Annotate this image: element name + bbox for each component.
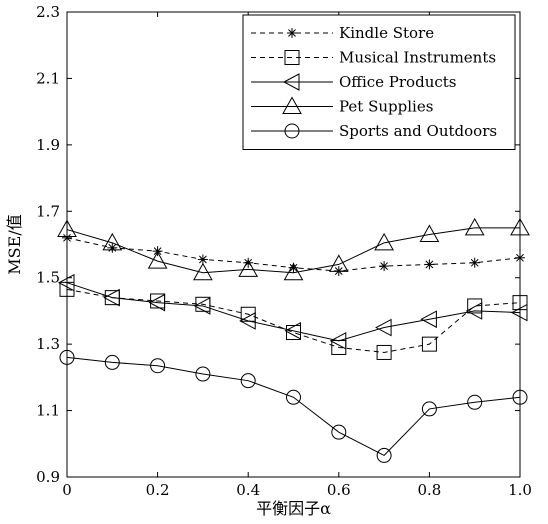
y-tick-label: 2.1 xyxy=(36,69,60,87)
data-point xyxy=(329,331,347,350)
legend-marker xyxy=(287,28,297,38)
data-point xyxy=(379,261,390,272)
data-point xyxy=(238,259,259,277)
y-tick-label: 1.9 xyxy=(36,136,60,154)
data-point xyxy=(103,288,120,307)
data-point xyxy=(328,254,349,272)
legend-entry: Musical Instruments xyxy=(251,49,496,67)
data-point xyxy=(512,389,528,405)
data-point xyxy=(239,312,256,330)
data-point xyxy=(193,262,213,281)
data-point xyxy=(375,318,392,337)
data-point xyxy=(150,358,166,374)
data-point xyxy=(57,273,75,292)
data-point xyxy=(467,394,483,410)
x-tick-label: 0.4 xyxy=(236,481,260,499)
data-point xyxy=(420,310,437,329)
y-tick-label: 1.1 xyxy=(36,402,60,420)
data-point xyxy=(240,373,256,389)
x-tick-label: 0.2 xyxy=(146,481,170,499)
legend-label: Office Products xyxy=(339,73,456,91)
y-tick-label: 2.3 xyxy=(36,3,60,21)
data-point xyxy=(147,251,168,269)
legend-entry: Office Products xyxy=(251,73,456,91)
asterisk-stroke xyxy=(516,253,524,262)
data-point xyxy=(376,447,392,463)
series-office-products xyxy=(57,273,528,350)
data-point xyxy=(469,257,480,268)
plot-frame xyxy=(66,11,521,478)
data-point xyxy=(374,232,394,251)
data-point xyxy=(193,297,211,315)
legend-label: Sports and Outdoors xyxy=(339,122,497,140)
series-line xyxy=(66,227,520,274)
x-tick-label: 0.6 xyxy=(327,481,351,499)
data-point xyxy=(331,424,347,440)
series-kindle-store xyxy=(62,232,525,277)
legend-entry: Pet Supplies xyxy=(251,96,433,116)
data-point xyxy=(464,217,485,236)
data-point xyxy=(284,322,301,340)
y-tick-label: 1.7 xyxy=(36,202,60,220)
data-point xyxy=(62,232,72,243)
legend-marker xyxy=(282,96,302,114)
data-point xyxy=(59,349,75,365)
y-tick-label: 1.5 xyxy=(36,269,60,287)
x-tick-label: 0.8 xyxy=(417,481,441,499)
legend-label: Kindle Store xyxy=(339,24,434,42)
y-tick-label: 1.3 xyxy=(36,335,60,353)
legend-entry: Kindle Store xyxy=(251,24,434,42)
data-point xyxy=(57,219,77,238)
asterisk-stroke xyxy=(199,255,207,264)
legend-label: Musical Instruments xyxy=(339,49,496,67)
legend-marker xyxy=(284,123,300,139)
data-point xyxy=(419,224,440,243)
series-line xyxy=(66,282,521,342)
legend-label: Pet Supplies xyxy=(339,98,433,116)
asterisk-stroke xyxy=(470,258,479,267)
data-point xyxy=(283,262,304,281)
data-point xyxy=(510,217,530,236)
data-point xyxy=(104,354,120,370)
series-layer xyxy=(57,217,530,463)
legend-marker xyxy=(284,50,300,65)
asterisk-stroke xyxy=(63,233,71,242)
series-sports-and-outdoors xyxy=(59,349,528,463)
asterisk-stroke xyxy=(289,263,298,272)
data-point xyxy=(421,336,437,352)
data-point xyxy=(197,254,208,265)
data-point xyxy=(510,303,528,322)
data-point xyxy=(512,295,528,311)
series-line xyxy=(66,356,521,457)
x-tick-label: 0 xyxy=(62,481,72,499)
data-point xyxy=(376,344,392,360)
legend: Kindle Store Musical Instruments Office Pr… xyxy=(242,14,516,150)
data-point xyxy=(515,252,525,263)
data-point xyxy=(102,232,123,251)
asterisk-stroke xyxy=(288,29,296,37)
asterisk-stroke xyxy=(380,262,388,270)
asterisk-stroke xyxy=(425,260,434,269)
axes-layer: 0 0.2 0.4 0.6 0.8 1.0 0.9 1.1 1.3 1.5 1.7 1.9 2.1 2.3 xyxy=(36,3,532,499)
x-tick-label: 1.0 xyxy=(508,481,532,499)
legend-marker xyxy=(282,73,300,91)
data-point xyxy=(286,389,301,405)
data-point xyxy=(424,259,435,270)
x-axis-label: 平衡因子α xyxy=(256,499,331,518)
series-line xyxy=(66,288,521,353)
series-pet-supplies xyxy=(57,217,530,281)
data-point xyxy=(421,401,437,417)
data-point xyxy=(148,293,166,312)
data-point xyxy=(195,366,211,382)
y-axis-label: MSE/值 xyxy=(5,214,24,274)
series-musical-instruments xyxy=(59,281,528,360)
y-tick-label: 0.9 xyxy=(36,468,60,486)
legend-entry: Sports and Outdoors xyxy=(251,122,497,140)
data-point xyxy=(465,302,483,320)
